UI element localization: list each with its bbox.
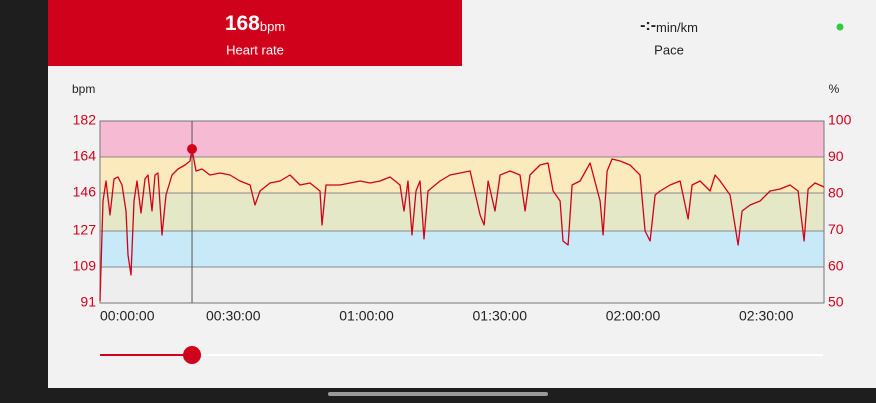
- zone-band: [100, 121, 824, 157]
- y-tick-label: 182: [73, 112, 97, 128]
- zone-band: [100, 267, 824, 303]
- y2-tick-label: 100: [828, 112, 852, 128]
- y2-axis-label: %: [829, 82, 840, 96]
- y-tick-label: 91: [80, 294, 96, 310]
- pace-value: -:-: [640, 17, 656, 34]
- heart-rate-label: Heart rate: [226, 42, 284, 57]
- y2-tick-label: 50: [828, 294, 844, 310]
- heart-rate-tab[interactable]: [48, 0, 462, 66]
- x-tick-label: 01:00:00: [339, 308, 394, 324]
- y2-tick-label: 60: [828, 257, 844, 273]
- y-tick-label: 127: [73, 222, 97, 238]
- heart-rate-value: 168: [225, 12, 260, 35]
- x-tick-label: 00:00:00: [100, 308, 155, 324]
- y-axis-label: bpm: [72, 82, 95, 96]
- zone-band: [100, 231, 824, 267]
- plot-frame: [99, 120, 825, 304]
- zone-band: [100, 157, 824, 193]
- x-tick-label: 02:00:00: [606, 308, 661, 324]
- pace-label: Pace: [654, 42, 684, 57]
- nav-handle[interactable]: [328, 392, 548, 396]
- x-tick-label: 01:30:00: [473, 308, 528, 324]
- heart-rate-line: [99, 148, 825, 302]
- pace-tab[interactable]: [462, 0, 876, 66]
- zone-band: [100, 193, 824, 231]
- plot: 91 109 127 146 164 182 50 60 70 80 90 100 00:00:00 00…: [73, 112, 852, 324]
- y-tick-label: 164: [73, 148, 97, 164]
- cursor-point: [187, 144, 198, 154]
- slider-thumb[interactable]: [183, 346, 202, 364]
- heart-rate-reading: 168bpm: [225, 12, 285, 35]
- y2-tick-label: 80: [828, 185, 844, 201]
- y2-tick-label: 70: [828, 221, 844, 237]
- y-tick-label: 146: [73, 184, 97, 200]
- pace-unit: min/km: [656, 20, 698, 35]
- y2-tick-label: 90: [828, 148, 844, 164]
- pace-reading: -:-min/km: [640, 17, 698, 35]
- x-tick-label: 02:30:00: [739, 308, 794, 324]
- gps-indicator: [836, 23, 844, 31]
- heart-rate-unit: bpm: [260, 19, 285, 34]
- x-tick-label: 00:30:00: [206, 308, 261, 324]
- y-tick-label: 109: [73, 258, 97, 274]
